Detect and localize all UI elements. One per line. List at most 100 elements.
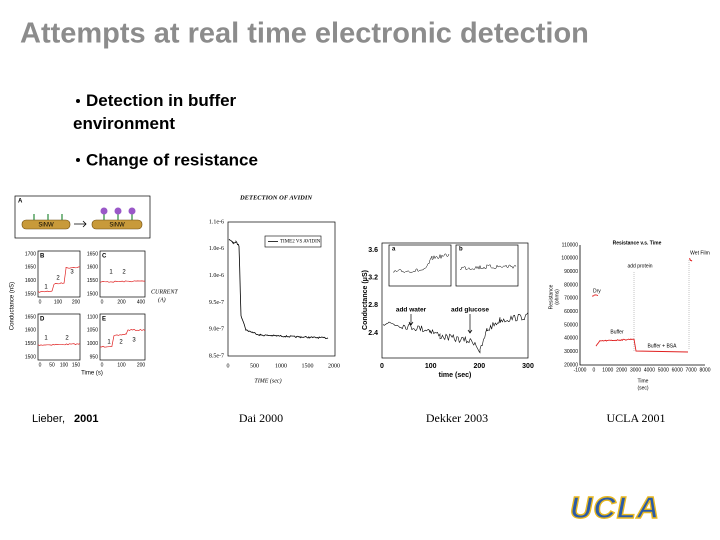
label: 100 <box>54 299 63 305</box>
label: 3.6 <box>368 247 378 254</box>
label: SiNW <box>38 223 54 229</box>
plot-frame <box>381 242 529 359</box>
panel-frame <box>14 195 151 239</box>
label: 1500 <box>302 363 314 369</box>
label: 0 <box>39 362 42 368</box>
label: Resistance <box>548 284 554 309</box>
label: 7000 <box>686 367 697 373</box>
label: Time (s) <box>81 371 103 377</box>
label: 2.4 <box>368 330 378 337</box>
curve <box>37 343 81 346</box>
label: 1000 <box>602 367 613 373</box>
label: -1000 <box>574 367 587 373</box>
label: 3 <box>132 338 136 344</box>
label: 30000 <box>564 349 578 355</box>
label: 100000 <box>561 256 578 262</box>
plot-frame <box>99 250 146 298</box>
label: 0 <box>592 367 595 373</box>
label: 70000 <box>564 296 578 302</box>
label: 100 <box>117 362 126 368</box>
label: 50 <box>49 362 55 368</box>
plot-frame <box>455 244 519 287</box>
label: 1650 <box>25 265 36 271</box>
label: 0 <box>101 299 104 305</box>
label: time (sec) <box>439 372 472 379</box>
bullet-dot <box>76 99 80 103</box>
label: DETECTION OF AVIDIN <box>239 194 312 201</box>
curve <box>592 294 599 297</box>
label: 50000 <box>564 322 578 328</box>
label: 100 <box>60 362 69 368</box>
label: 40000 <box>564 336 578 342</box>
nanowire <box>21 219 71 230</box>
label: 1050 <box>87 328 98 334</box>
curve <box>382 312 529 354</box>
curve <box>459 264 517 271</box>
label: 1550 <box>25 341 36 347</box>
label: 1000 <box>275 363 287 369</box>
label: 1600 <box>25 328 36 334</box>
curve <box>633 338 689 353</box>
label: (A) <box>158 296 166 303</box>
label: 3 <box>70 270 74 276</box>
label: 1000 <box>87 341 98 347</box>
label: 1 <box>44 336 48 342</box>
label: Dekker 2003 <box>426 411 488 425</box>
label: 8.5e-7 <box>209 353 224 359</box>
label: 4000 <box>644 367 655 373</box>
label: Wet Film <box>690 250 710 256</box>
label: add water <box>396 307 427 314</box>
plot-frame <box>227 221 336 357</box>
label: 500 <box>250 363 259 369</box>
nanowire <box>91 219 143 230</box>
plot-frame <box>99 313 146 361</box>
label: 3.2 <box>368 275 378 282</box>
plot-frame <box>388 244 452 287</box>
label: 2 <box>119 340 123 346</box>
label: 1.1e-6 <box>209 219 224 225</box>
label: 1.0e-6 <box>209 246 224 252</box>
label: 0 <box>227 363 230 369</box>
arrow <box>408 314 473 334</box>
label: 0 <box>101 362 104 368</box>
label: 0 <box>39 299 42 305</box>
label: 1500 <box>87 291 98 297</box>
label: 200 <box>137 362 146 368</box>
curve <box>688 258 693 262</box>
label: 110000 <box>562 242 579 248</box>
label: C <box>102 254 107 260</box>
label: 1 <box>109 270 113 276</box>
label: Dry <box>593 288 601 294</box>
label: 1550 <box>87 278 98 284</box>
label: 90000 <box>564 269 578 275</box>
label: 0 <box>380 363 384 370</box>
label: 1650 <box>87 251 98 257</box>
label: 60000 <box>564 309 578 315</box>
guide <box>633 260 690 352</box>
logo: UCLA <box>570 490 660 525</box>
label: Lieber, <box>32 413 65 425</box>
label: Conductance (nS) <box>10 282 16 330</box>
label: 1 <box>44 285 48 291</box>
curve <box>99 280 145 283</box>
label: 300 <box>522 363 534 370</box>
curve <box>99 328 146 348</box>
label: D <box>40 317 45 323</box>
label: B <box>40 254 45 260</box>
label: 1500 <box>25 354 36 360</box>
label: 2 <box>122 270 126 276</box>
label: UCLA 2001 <box>606 411 665 425</box>
label: 9.0e-7 <box>209 327 224 333</box>
label: Buffer <box>610 329 624 335</box>
label: 20000 <box>564 362 578 368</box>
label: 200 <box>473 363 485 370</box>
arrow <box>74 220 87 228</box>
legend-box <box>264 235 322 248</box>
label: Buffer + BSA <box>648 343 678 349</box>
label: 950 <box>90 354 99 360</box>
label: 2 <box>56 276 60 282</box>
plot-frame <box>37 250 81 298</box>
label: 2.8 <box>368 302 378 309</box>
plot-frame <box>37 313 81 361</box>
